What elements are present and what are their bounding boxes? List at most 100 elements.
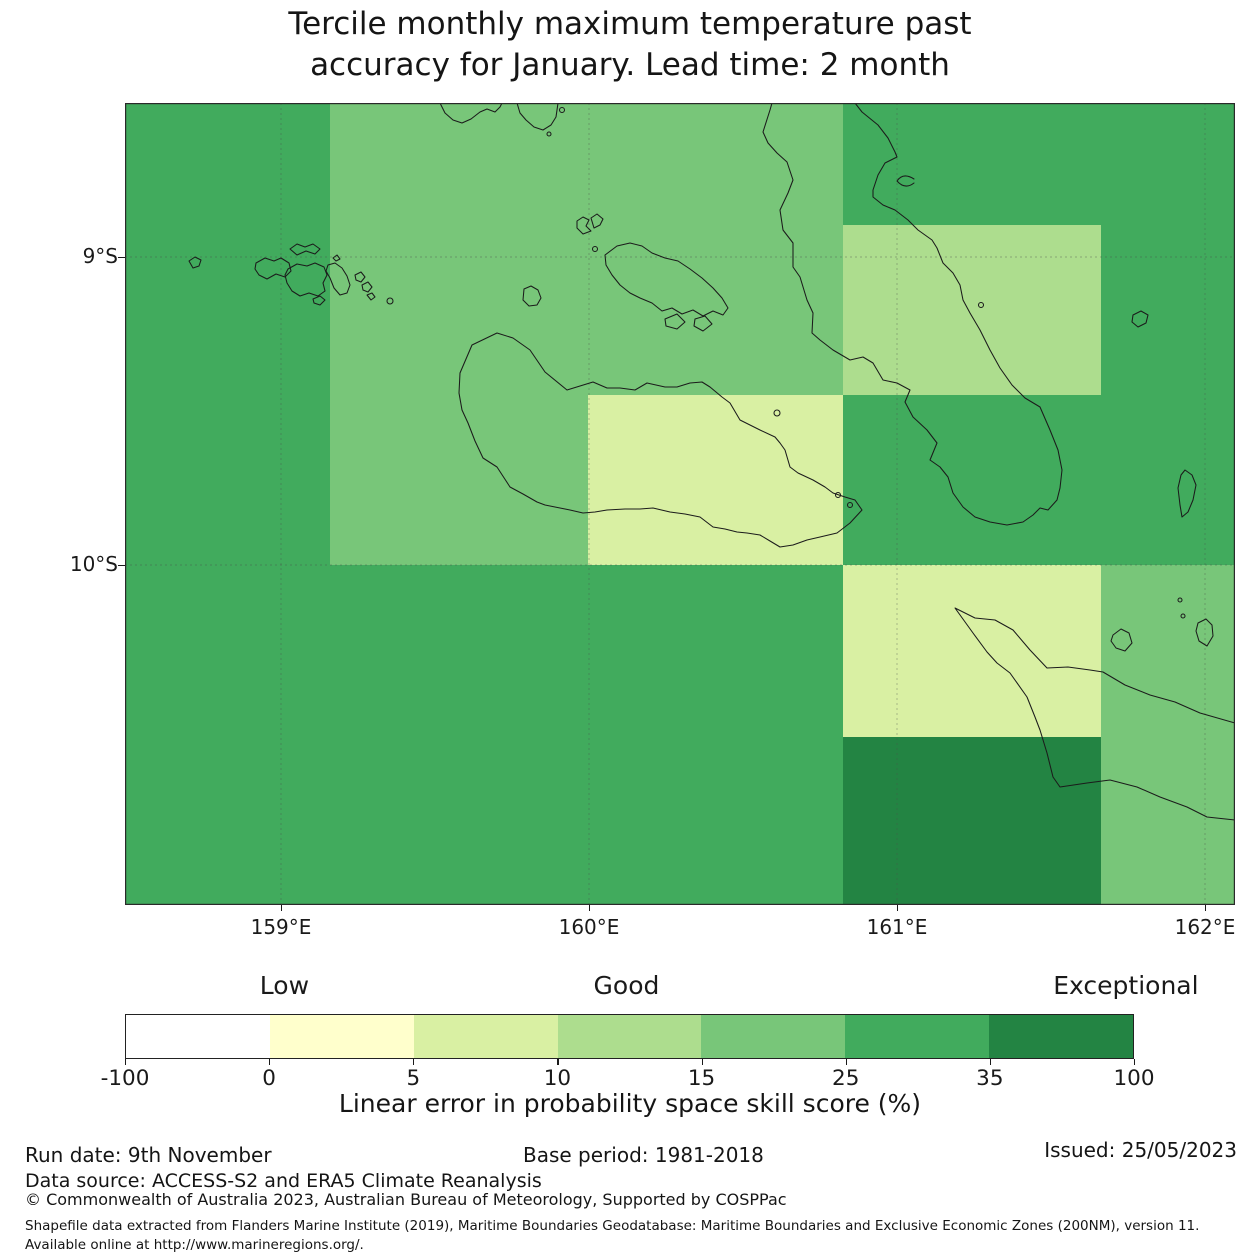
x-tick-label: 160°E — [558, 915, 620, 939]
colorbar-tick-mark — [269, 1059, 271, 1065]
x-tick-label: 162°E — [1174, 915, 1236, 939]
colorbar-tick-mark — [701, 1059, 703, 1065]
coastline-tiny-islet-a — [1177, 597, 1183, 603]
coastline-small-islet-west — [188, 256, 202, 269]
coastline-new-georgia-main — [284, 262, 328, 297]
colorbar-tick-label: 15 — [687, 1066, 716, 1091]
coastline-new-georgia-north — [289, 243, 321, 256]
colorbar-axis-label: Linear error in probability space skill … — [338, 1089, 922, 1118]
figure-title-line1: Tercile monthly maximum temperature past — [288, 6, 972, 42]
coastline-savo-island — [522, 285, 542, 307]
y-tick-mark — [118, 565, 125, 567]
coastline-new-georgia-east — [325, 262, 351, 296]
coastline-tulagi-islet-c — [591, 245, 599, 253]
x-tick-mark — [589, 905, 591, 911]
coastline-florida-islands-south-b — [693, 315, 713, 332]
colorbar-tick-label: 10 — [543, 1066, 572, 1091]
colorbar-tick-mark — [557, 1059, 559, 1065]
issued-date-text: Issued: 25/05/2023 — [1044, 1138, 1237, 1162]
coastline-malaita-spit — [896, 175, 915, 187]
coastline-new-georgia-islet-e — [312, 295, 326, 306]
colorbar-tick-mark — [845, 1059, 847, 1065]
coastline-new-georgia-islet-a — [332, 254, 341, 262]
x-tick-label: 161°E — [866, 915, 928, 939]
coastline-new-georgia-islet-d — [366, 292, 376, 301]
colorbar-tick-label: 100 — [1113, 1066, 1155, 1091]
colorbar-region-label-exceptional: Exceptional — [1053, 971, 1199, 1000]
colorbar-segment--100to0 — [126, 1015, 270, 1058]
graticule-gridlines — [125, 103, 1235, 905]
coastline-ugi-island — [1110, 628, 1133, 652]
x-tick-mark — [1205, 905, 1207, 911]
map-cell-bin-25-35 — [125, 103, 330, 565]
coastline-florida-islands-south-a — [664, 313, 686, 330]
map-cell-bin-5-10 — [588, 395, 843, 565]
map-panel — [125, 103, 1235, 905]
base-period-text: Base period: 1981-2018 — [523, 1143, 764, 1167]
map-cell-bin-5-10 — [843, 565, 1101, 737]
map-cell-bin-35-100 — [843, 737, 1101, 905]
shapefile-attribution-text: Shapefile data extracted from Flanders M… — [25, 1218, 1200, 1253]
colorbar-tick-label: 5 — [406, 1066, 421, 1091]
coastline-santa-isabel-tip-east — [516, 103, 559, 131]
map-border — [125, 103, 1235, 905]
colorbar-tick-mark — [989, 1059, 992, 1065]
coastline-new-georgia-islet-b — [354, 271, 366, 283]
coastline-ulawa-island — [1177, 469, 1197, 518]
colorbar-segment-10to15 — [557, 1015, 702, 1058]
colorbar-tick-mark — [413, 1059, 415, 1065]
coastline-guadalcanal — [458, 332, 863, 548]
coastline-guadalcanal-offshore-islet — [773, 409, 781, 417]
coastline-florida-islands-main — [604, 242, 729, 317]
copyright-text: © Commonwealth of Australia 2023, Austra… — [25, 1190, 787, 1209]
colorbar-tick-label: 25 — [832, 1066, 860, 1091]
colorbar-region-label-good: Good — [593, 971, 660, 1000]
x-tick-mark — [897, 905, 899, 911]
coastline-tulagi-islet-a — [576, 216, 592, 235]
colorbar-segment-5to10 — [413, 1015, 558, 1058]
map-cell-bin-15-25 — [330, 395, 588, 565]
coastline-santa-isabel-islet-a — [558, 106, 566, 114]
coastline-makira — [954, 607, 1235, 821]
x-tick-mark — [281, 905, 283, 911]
coastline-malaita-east-islet — [977, 301, 985, 309]
coastline-new-georgia-islet-c — [361, 281, 373, 293]
coastline-russell-islet — [386, 297, 394, 305]
coastline-marau-islet-a — [834, 491, 842, 499]
colorbar-segment-15to25 — [701, 1015, 846, 1058]
map-cell-bin-25-35 — [125, 565, 843, 905]
y-tick-mark — [118, 257, 125, 259]
map-cell-bin-15-25 — [1101, 565, 1235, 905]
coastline-northeast-islet — [1131, 310, 1149, 328]
skill-score-cells — [125, 103, 1235, 905]
coastline-tulagi-islet-b — [590, 213, 604, 229]
colorbar-tick-label: 0 — [262, 1066, 276, 1091]
coastline-santa-isabel-islet-b — [546, 131, 552, 137]
x-tick-label: 159°E — [250, 915, 312, 939]
run-date-text: Run date: 9th November — [25, 1143, 272, 1167]
coastline-malaita — [762, 103, 1063, 526]
coastline-east-islet — [1195, 618, 1214, 647]
map-cell-bin-15-25 — [330, 103, 843, 395]
coastline-tiny-islet-b — [1180, 613, 1186, 619]
colorbar-tick-mark — [1134, 1059, 1136, 1065]
map-cell-bin-10-15 — [843, 225, 1101, 395]
coastline-marau-islet-b — [846, 501, 854, 509]
colorbar-segment-35to100 — [989, 1015, 1134, 1058]
colorbar-segment-25to35 — [845, 1015, 990, 1058]
y-tick-label: 10°S — [69, 552, 118, 576]
coastline-new-georgia-west — [254, 257, 292, 280]
colorbar-tick-label: -100 — [100, 1066, 150, 1091]
colorbar — [125, 1014, 1134, 1059]
y-tick-label: 9°S — [82, 244, 118, 268]
figure-title: Tercile monthly maximum temperature past… — [0, 4, 1260, 86]
coastlines — [188, 103, 1235, 821]
colorbar-tick-label: 35 — [976, 1066, 1004, 1091]
coastline-santa-isabel-tip-west — [439, 103, 503, 124]
data-source-text: Data source: ACCESS-S2 and ERA5 Climate … — [25, 1170, 542, 1192]
figure-title-line2: accuracy for January. Lead time: 2 month — [310, 47, 950, 83]
colorbar-tick-mark — [125, 1059, 127, 1065]
colorbar-region-label-low: Low — [259, 971, 310, 1000]
colorbar-segment-0to5 — [269, 1015, 414, 1058]
